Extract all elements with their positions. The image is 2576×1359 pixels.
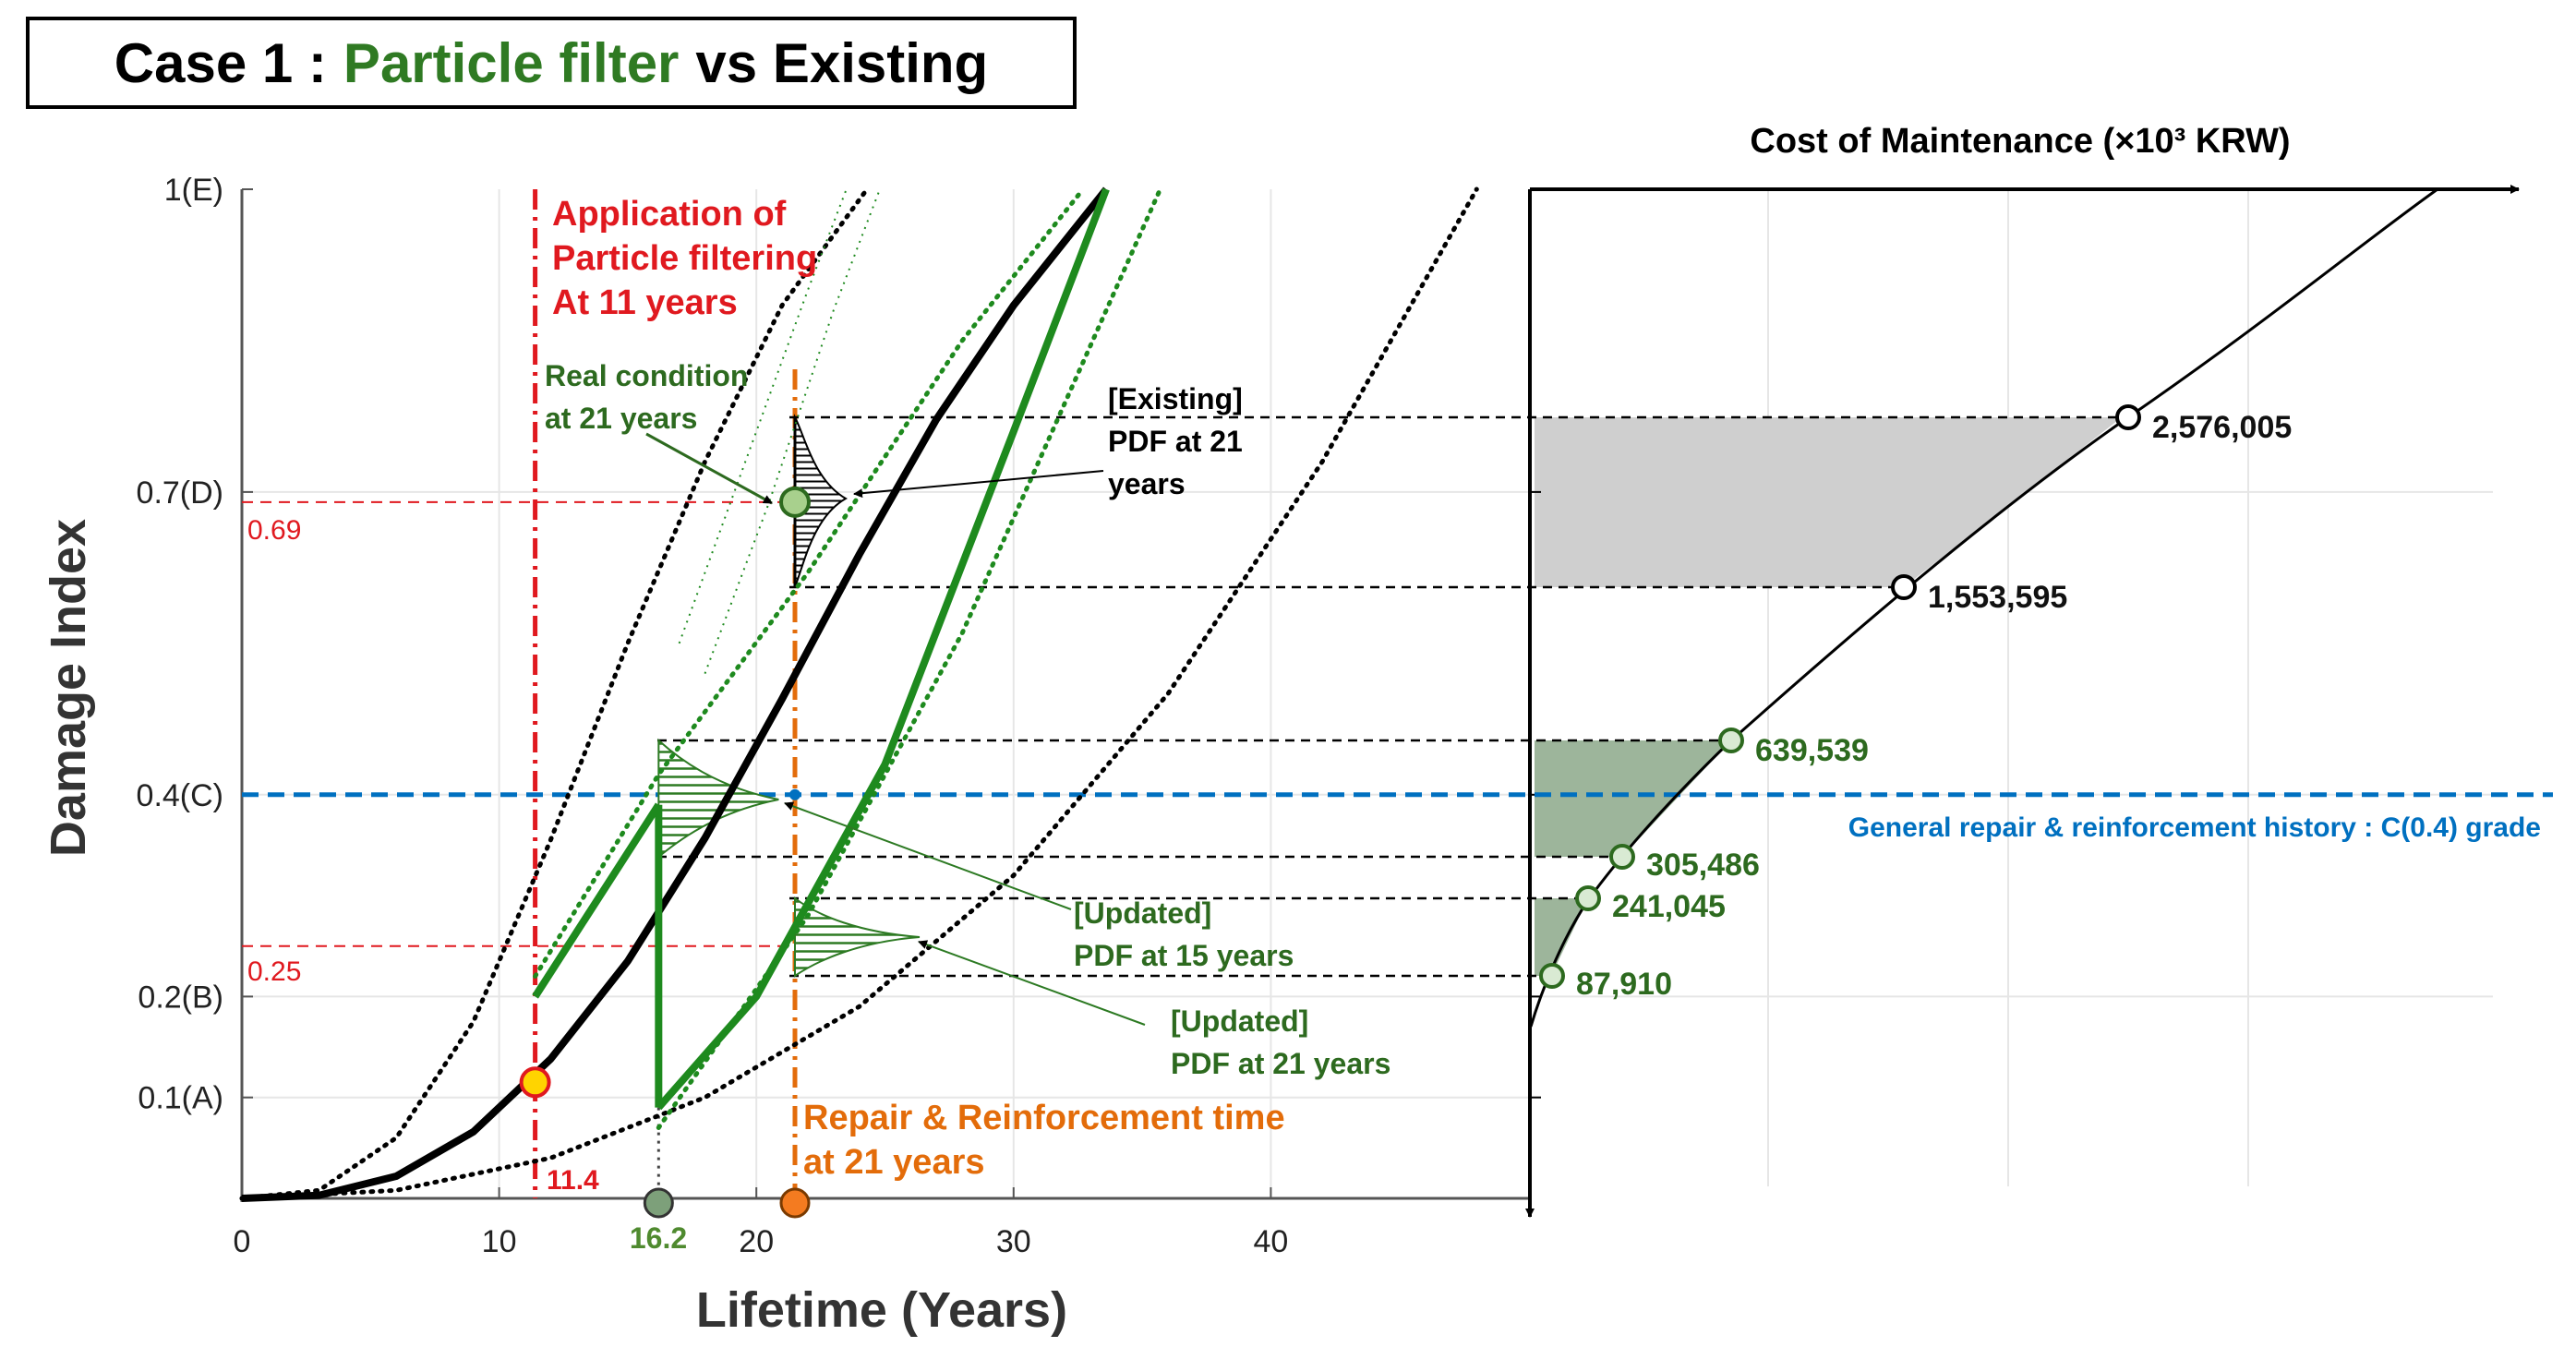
y-tick-label: 0.4(C) bbox=[137, 778, 223, 813]
cost-point bbox=[1718, 728, 1744, 753]
y-axis-label: Damage Index bbox=[41, 519, 96, 857]
x-tick-label: 30 bbox=[996, 1224, 1031, 1259]
existing-pdf-annotation: years bbox=[1108, 467, 1186, 500]
cost-point bbox=[1891, 574, 1917, 600]
updated-pdf-15 bbox=[657, 738, 779, 860]
value-16-2: 16.2 bbox=[630, 1221, 687, 1255]
application-annotation: Application of bbox=[552, 195, 787, 234]
updated-pdf21-annotation: PDF at 21 years bbox=[1171, 1047, 1390, 1080]
cost-range-existing bbox=[1535, 417, 2122, 587]
cost-axis-title: Cost of Maintenance (×10³ KRW) bbox=[1750, 122, 2290, 161]
real-condition-arrow bbox=[645, 432, 773, 505]
existing-pdf-annotation: [Existing] bbox=[1108, 382, 1243, 415]
updated-pdf21-annotation: [Updated] bbox=[1171, 1004, 1308, 1038]
existing-pdf-21 bbox=[793, 414, 849, 588]
series-line-1 bbox=[239, 186, 870, 1201]
updated-pdf-21 bbox=[793, 896, 921, 978]
y-tick-label: 0.2(B) bbox=[138, 980, 223, 1015]
repair-annotation: at 21 years bbox=[803, 1143, 985, 1182]
updated-pdf15-arrow bbox=[784, 801, 1072, 910]
cost-point bbox=[2115, 404, 2141, 430]
y-tick-label: 0.1(A) bbox=[138, 1081, 223, 1116]
series-line-2 bbox=[239, 186, 1479, 1201]
title-box: Case 1 : Particle filter vs Existing bbox=[26, 17, 1077, 109]
title-suffix: vs Existing bbox=[695, 31, 989, 94]
x-tick-label: 20 bbox=[739, 1224, 774, 1259]
cost-point-label: 87,910 bbox=[1576, 967, 1672, 1002]
repair-time-point bbox=[779, 1187, 811, 1219]
series-line-6 bbox=[656, 186, 1163, 1130]
y-tick-label: 0.7(D) bbox=[137, 475, 223, 511]
x-tick-label: 40 bbox=[1253, 1224, 1288, 1259]
value-0-25: 0.25 bbox=[247, 956, 301, 987]
series-line-5 bbox=[533, 186, 1086, 979]
title-prefix: Case 1 : bbox=[114, 31, 327, 94]
repair-annotation: Repair & Reinforcement time bbox=[803, 1099, 1285, 1137]
application-annotation: At 11 years bbox=[552, 283, 738, 322]
update-time-point bbox=[643, 1187, 674, 1219]
intersection-dot bbox=[788, 788, 800, 800]
application-point bbox=[519, 1066, 551, 1099]
x-axis-label: Lifetime (Years) bbox=[696, 1282, 1067, 1338]
cost-point bbox=[1609, 844, 1635, 870]
updated-pdf15-annotation: [Updated] bbox=[1074, 896, 1211, 930]
series-line-0 bbox=[241, 186, 1110, 1202]
cost-point bbox=[1539, 963, 1565, 989]
cost-point-label: 241,045 bbox=[1612, 889, 1726, 924]
cost-range-updated-15 bbox=[1535, 740, 1731, 857]
x-tick-label: 10 bbox=[482, 1224, 517, 1259]
updated-pdf15-annotation: PDF at 15 years bbox=[1074, 939, 1294, 972]
cost-point-label: 2,576,005 bbox=[2152, 410, 2292, 445]
cost-point-label: 305,486 bbox=[1646, 848, 1760, 883]
y-tick-label: 1(E) bbox=[164, 173, 223, 208]
existing-pdf-arrow bbox=[853, 470, 1104, 499]
series-line-3 bbox=[532, 802, 662, 999]
real-condition-point bbox=[778, 486, 811, 518]
application-annotation: Particle filtering bbox=[552, 239, 817, 278]
title-highlight: Particle filter bbox=[343, 31, 680, 94]
cost-range-updated-21 bbox=[1535, 898, 1588, 976]
series-line-4 bbox=[656, 187, 1110, 1111]
cost-point bbox=[1575, 885, 1601, 911]
real-condition-annotation: at 21 years bbox=[545, 402, 697, 435]
c-grade-note: General repair & reinforcement history :… bbox=[1848, 812, 2541, 843]
updated-pdf21-arrow bbox=[918, 940, 1146, 1026]
cost-point-label: 1,553,595 bbox=[1928, 580, 2067, 615]
value-11-4: 11.4 bbox=[547, 1165, 599, 1196]
cost-point-label: 639,539 bbox=[1755, 733, 1869, 768]
existing-pdf-annotation: PDF at 21 bbox=[1108, 425, 1243, 458]
value-0-69: 0.69 bbox=[247, 515, 301, 546]
real-condition-annotation: Real condition bbox=[545, 359, 748, 392]
pf-thin-bound bbox=[678, 188, 848, 644]
x-tick-label: 0 bbox=[234, 1224, 251, 1259]
